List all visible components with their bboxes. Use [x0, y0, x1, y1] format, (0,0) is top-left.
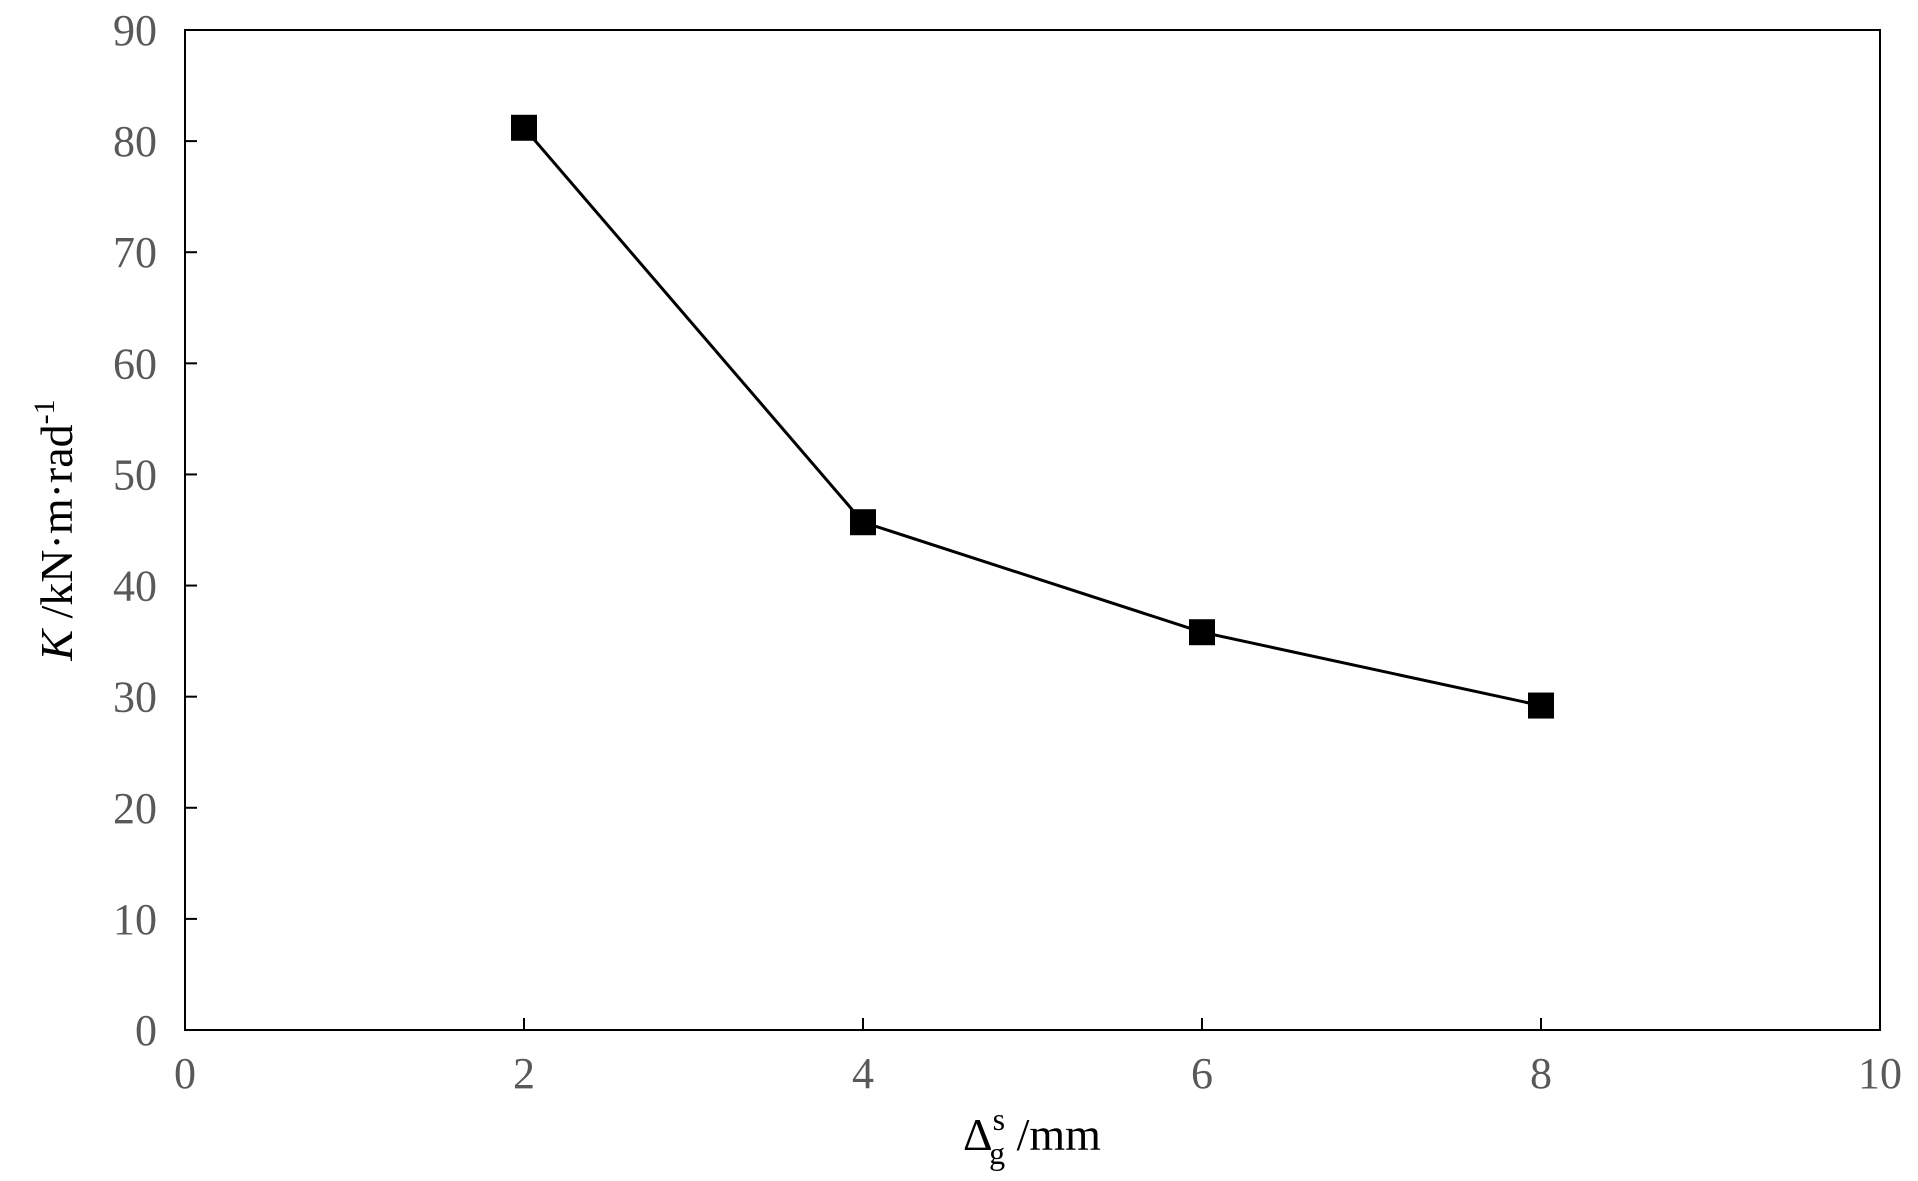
x-axis-label-subscript: g [989, 1135, 1005, 1171]
y-axis-label-symbol: K [31, 628, 82, 662]
y-tick-label: 80 [113, 117, 157, 166]
y-tick-label: 70 [113, 228, 157, 277]
series-line [522, 126, 1542, 708]
y-axis-ticks: 0 10 20 30 40 50 60 70 80 90 [113, 6, 197, 1055]
x-tick-label: 10 [1858, 1049, 1902, 1098]
y-tick-label: 40 [113, 562, 157, 611]
series-group [511, 114, 1554, 719]
x-axis-label-unit: /mm [1005, 1109, 1101, 1160]
y-axis-label-exponent: -1 [28, 399, 61, 424]
x-tick-label: 2 [513, 1049, 535, 1098]
data-point-marker [850, 509, 876, 536]
y-axis-label: K /kN·m·rad-1 [28, 399, 82, 661]
y-axis-label-unit: /kN·m·rad [31, 424, 82, 630]
y-tick-label: 30 [113, 673, 157, 722]
data-point-marker [1189, 619, 1215, 646]
x-tick-label: 4 [852, 1049, 874, 1098]
y-tick-label: 50 [113, 450, 157, 499]
x-axis-ticks: 0 2 4 6 8 10 [174, 1018, 1902, 1098]
y-tick-label: 20 [113, 784, 157, 833]
y-tick-label: 90 [113, 6, 157, 55]
x-tick-label: 8 [1530, 1049, 1552, 1098]
y-tick-label: 60 [113, 339, 157, 388]
data-point-marker [511, 114, 537, 141]
x-tick-label: 0 [174, 1049, 196, 1098]
x-axis-label: Δs g /mm [963, 1101, 1101, 1171]
y-tick-label: 10 [113, 895, 157, 944]
x-axis-label-superscript: s [993, 1101, 1005, 1137]
x-axis-label-symbol: Δ [963, 1109, 993, 1160]
plot-frame [184, 29, 1881, 1031]
x-tick-label: 6 [1191, 1049, 1213, 1098]
data-point-marker [1528, 692, 1554, 719]
y-tick-label: 0 [135, 1006, 157, 1055]
